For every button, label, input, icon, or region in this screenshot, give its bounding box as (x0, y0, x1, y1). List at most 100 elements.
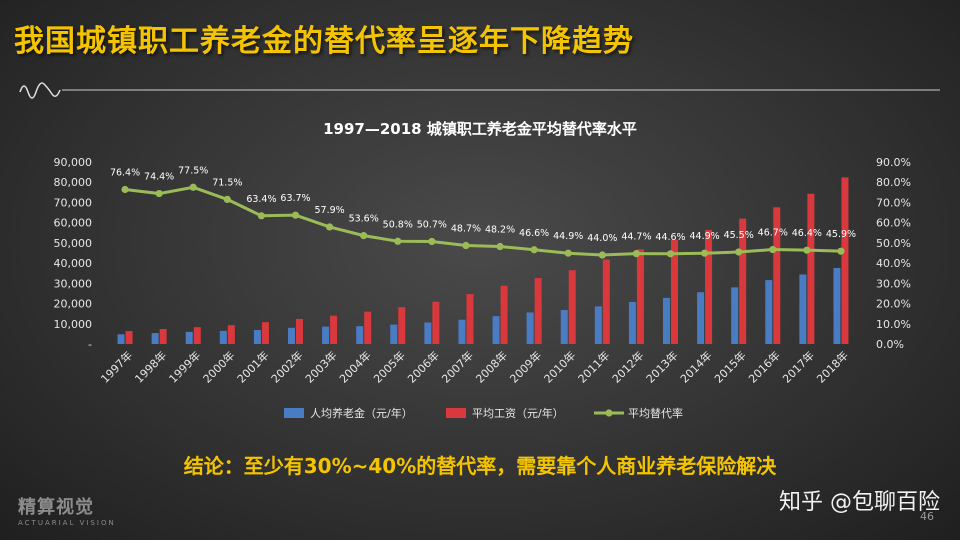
wage-bar (773, 207, 781, 344)
brand-logo: 精算视觉 ACTUARIAL VISION (18, 498, 116, 528)
wage-bar (534, 278, 542, 344)
rate-data-label: 53.6% (349, 214, 379, 225)
replacement-rate-chart: 1997—2018 城镇职工养老金平均替代率水平 - 10,000 20,000 30… (53, 120, 911, 420)
y-right-tick-label: 50.0% (876, 237, 911, 250)
x-tick-label: 2000年 (200, 348, 237, 385)
rate-point (394, 237, 402, 245)
y-left-tick-label: 20,000 (54, 298, 93, 311)
y-left-tick-label: 40,000 (54, 257, 93, 270)
x-tick-label: 2010年 (541, 348, 578, 385)
legend-label-rate: 平均替代率 (628, 406, 683, 420)
rate-data-label: 57.9% (314, 205, 344, 216)
x-tick-label: 2016年 (745, 348, 782, 385)
y-right-tick-label: 30.0% (876, 277, 911, 290)
x-tick-label: 2012年 (609, 348, 646, 385)
wage-bar (807, 193, 815, 344)
pension-bar (526, 312, 534, 344)
rate-point (291, 211, 300, 219)
x-tick-label: 2005年 (370, 348, 407, 385)
wage-bar (364, 311, 372, 344)
rate-point (700, 249, 709, 257)
wage-bar (330, 315, 338, 344)
slide-number: 46 (920, 510, 934, 523)
rate-point (564, 249, 572, 257)
x-tick-label: 2011年 (575, 348, 612, 385)
y-left-tick-label: 70,000 (54, 196, 93, 209)
rate-point (189, 183, 197, 191)
rate-point (223, 195, 231, 204)
pension-bar (560, 310, 568, 344)
wage-bar (125, 331, 133, 344)
pension-bar (628, 301, 636, 344)
pension-bar (765, 280, 773, 344)
rate-data-label: 44.7% (621, 232, 651, 243)
rate-point (360, 232, 368, 240)
x-tick-label: 2017年 (780, 348, 817, 385)
logo-sub-text: ACTUARIAL VISION (18, 519, 116, 527)
pension-bar (424, 322, 432, 344)
pension-bar (799, 274, 807, 344)
pension-bar (492, 316, 500, 344)
watermark: 知乎 @包聊百险 (779, 490, 940, 515)
rate-point (735, 248, 743, 256)
y-left-tick-label: 30,000 (54, 277, 93, 290)
wage-bar (500, 285, 508, 344)
rate-point (325, 223, 334, 231)
rate-point (530, 246, 538, 254)
rate-point (769, 245, 777, 254)
legend-label-pension: 人均养老金（元/年） (310, 406, 413, 420)
pension-bar (390, 324, 398, 344)
y-left-tick-label: 80,000 (54, 176, 93, 189)
y-right-tick-label: 10.0% (876, 318, 911, 331)
rate-point (598, 251, 606, 259)
rate-data-label: 44.6% (655, 232, 685, 243)
pension-bar (117, 334, 125, 344)
y-right-tick-label: 90.0% (876, 156, 911, 169)
pension-bar (356, 326, 364, 344)
x-tick-label: 2003年 (302, 348, 339, 385)
rate-data-label: 50.8% (383, 219, 413, 230)
x-tick-label: 2009年 (507, 348, 544, 385)
x-tick-label: 2015年 (711, 348, 748, 385)
rate-data-label: 46.7% (758, 228, 788, 239)
legend-marker-rate (605, 409, 613, 417)
rate-data-label: 48.2% (485, 225, 515, 236)
chart-title: 1997—2018 城镇职工养老金平均替代率水平 (323, 120, 637, 138)
x-tick-label: 1998年 (132, 348, 169, 385)
legend-label-wage: 平均工资（元/年） (472, 406, 564, 420)
rate-data-label: 44.9% (553, 231, 583, 242)
wage-bar (261, 322, 269, 344)
x-tick-label: 2007年 (439, 348, 476, 385)
rate-point (803, 246, 811, 254)
y-left-tick-label: 10,000 (54, 318, 93, 331)
rate-data-label: 44.9% (689, 231, 719, 242)
x-tick-label: 2006年 (405, 348, 442, 385)
wage-bar (739, 218, 747, 344)
pension-bar (219, 330, 227, 344)
rate-point (496, 242, 504, 251)
rate-data-label: 50.7% (417, 219, 447, 230)
title-underline (19, 82, 940, 99)
y-right-tick-label: 20.0% (876, 298, 911, 311)
rate-data-label: 63.4% (246, 194, 276, 205)
pension-bar (253, 330, 261, 344)
conclusion-text: 结论：至少有30%~40%的替代率，需要靠个人商业养老保险解决 (183, 454, 777, 478)
rate-data-label: 45.9% (826, 229, 856, 240)
y-right-tick-label: 40.0% (876, 257, 911, 270)
rate-point (155, 189, 163, 198)
logo-main-text: 精算视觉 (18, 497, 94, 518)
rate-data-label: 63.7% (280, 193, 310, 204)
rate-data-label: 48.7% (451, 224, 481, 235)
wage-bar (602, 259, 610, 344)
rate-data-label: 74.4% (144, 172, 174, 183)
wage-bar (466, 294, 474, 344)
wage-bar (432, 301, 440, 344)
pension-bar (151, 333, 159, 344)
page-title: 我国城镇职工养老金的替代率呈逐年下降趋势 (14, 24, 634, 59)
pension-bar (731, 287, 739, 344)
wage-bar (159, 329, 167, 344)
x-tick-label: 2008年 (473, 348, 510, 385)
wage-bar (841, 177, 849, 344)
legend-swatch-pension (284, 408, 304, 418)
wage-bar (636, 249, 644, 344)
